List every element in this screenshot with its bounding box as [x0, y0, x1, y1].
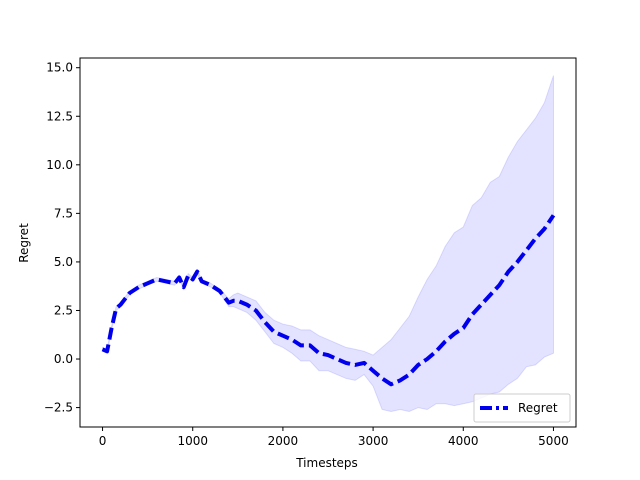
x-axis-label: Timesteps — [295, 456, 358, 470]
x-tick-label: 3000 — [358, 434, 389, 448]
y-tick-label: 12.5 — [46, 109, 73, 123]
series-line-regret — [101, 214, 556, 387]
confidence-band-layer — [102, 75, 554, 413]
legend-label-regret: Regret — [518, 401, 558, 415]
y-tick-label: 5.0 — [54, 255, 73, 269]
axes-frame — [79, 57, 577, 428]
x-ticks: 0 1000 2000 3000 4000 5000 — [99, 427, 569, 448]
y-tick-label: 15.0 — [46, 61, 73, 75]
y-axis-label: Regret — [17, 223, 31, 263]
legend: Regret — [473, 393, 571, 423]
x-tick-label: 4000 — [448, 434, 479, 448]
confidence-band — [102, 75, 554, 413]
y-tick-label: 0.0 — [54, 352, 73, 366]
y-tick-label: −2.5 — [44, 401, 73, 415]
x-tick-label: 1000 — [177, 434, 208, 448]
series-line-layer — [101, 214, 556, 387]
y-tick-label: 7.5 — [54, 206, 73, 220]
y-tick-label: 2.5 — [54, 303, 73, 317]
x-tick-label: 0 — [99, 434, 107, 448]
legend-box — [473, 393, 571, 423]
x-tick-label: 5000 — [538, 434, 569, 448]
x-tick-label: 2000 — [268, 434, 299, 448]
y-ticks: −2.5 0.0 2.5 5.0 7.5 10.0 12.5 15.0 — [44, 61, 80, 415]
y-tick-label: 10.0 — [46, 158, 73, 172]
